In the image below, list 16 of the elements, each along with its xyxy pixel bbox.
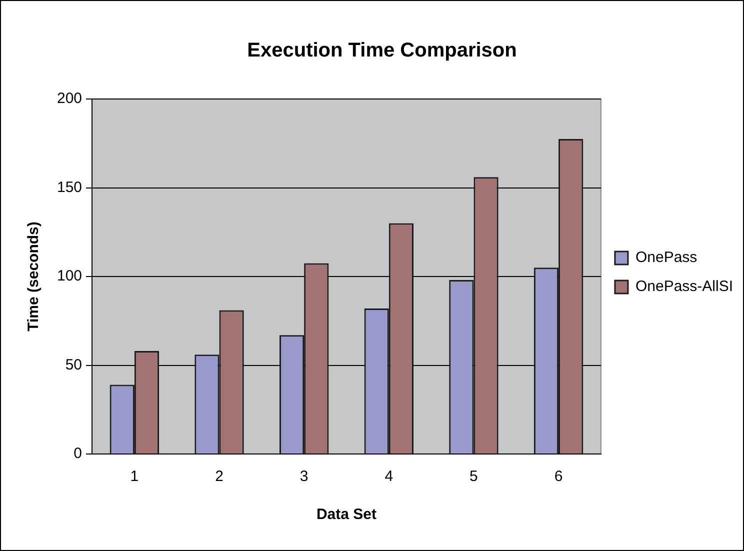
legend-label: OnePass-AllSI [635, 278, 734, 296]
y-tick-label: 200 [56, 90, 82, 108]
x-tick-label: 1 [130, 468, 139, 486]
y-tick-label: 100 [56, 268, 82, 285]
x-tick-label: 4 [384, 468, 394, 486]
x-tick-label: 5 [470, 468, 478, 486]
y-tick-label: 150 [56, 178, 82, 196]
chart-title: Execution Time Comparison [247, 40, 517, 62]
y-axis-title: Time (seconds) [25, 222, 42, 332]
legend-label: OnePass [635, 249, 698, 266]
x-tick-label: 6 [554, 468, 563, 486]
y-tick-label: 50 [65, 356, 82, 374]
x-axis-title: Data Set [316, 506, 377, 524]
x-tick-label: 2 [215, 468, 224, 486]
y-tick-label: 0 [74, 445, 82, 462]
x-tick-label: 3 [300, 468, 308, 486]
